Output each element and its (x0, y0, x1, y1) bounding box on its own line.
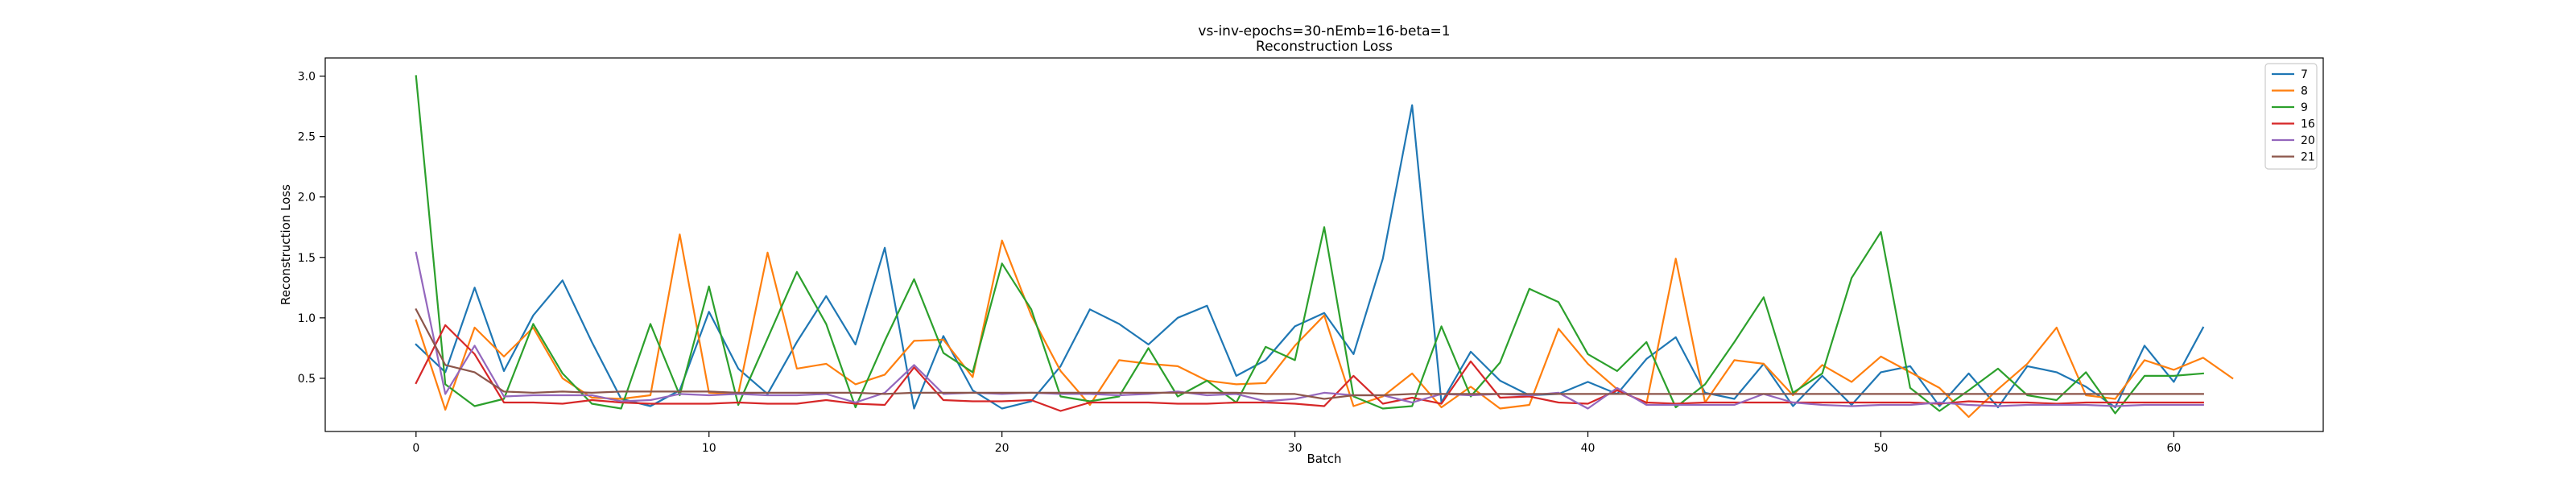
plot-area: 0 10 20 30 40 50 60 0.5 1.0 1.5 2.0 2.5 3.0 (298, 57, 2324, 455)
y-tick-label: 2.5 (298, 131, 316, 144)
y-tick-label: 0.5 (298, 373, 316, 386)
legend-label-20: 20 (2301, 134, 2315, 147)
chart-title: vs-inv-epochs=30-nEmb=16-beta=1 (1198, 23, 1450, 39)
chart-subtitle: Reconstruction Loss (1256, 39, 1393, 55)
series-line-9 (415, 75, 2204, 415)
x-tick-label: 60 (2166, 442, 2181, 455)
x-tick-label: 40 (1581, 442, 1596, 455)
y-axis-label: Reconstruction Loss (279, 184, 293, 305)
series-line-21 (415, 308, 2204, 400)
legend-label-9: 9 (2301, 101, 2308, 114)
legend-label-8: 8 (2301, 85, 2308, 98)
x-tick-label: 20 (995, 442, 1009, 455)
x-tick-label: 0 (412, 442, 419, 455)
series-line-7 (415, 104, 2205, 410)
legend-label-16: 16 (2301, 118, 2315, 131)
x-tick-label: 30 (1288, 442, 1302, 455)
legend-label-7: 7 (2301, 68, 2308, 81)
x-tick-label: 10 (702, 442, 716, 455)
y-tick-label: 2.0 (298, 192, 316, 204)
legend-label-21: 21 (2301, 151, 2315, 164)
y-tick-label: 1.0 (298, 312, 316, 325)
series-line-16 (415, 324, 2204, 412)
y-tick-label: 1.5 (298, 252, 316, 265)
x-tick-label: 50 (1874, 442, 1889, 455)
y-tick-label: 3.0 (298, 71, 316, 84)
legend: 7 8 9 16 20 21 (2264, 63, 2318, 170)
series-line-8 (415, 233, 2234, 419)
x-axis-label: Batch (1307, 452, 1341, 466)
plot-frame (324, 57, 2324, 432)
